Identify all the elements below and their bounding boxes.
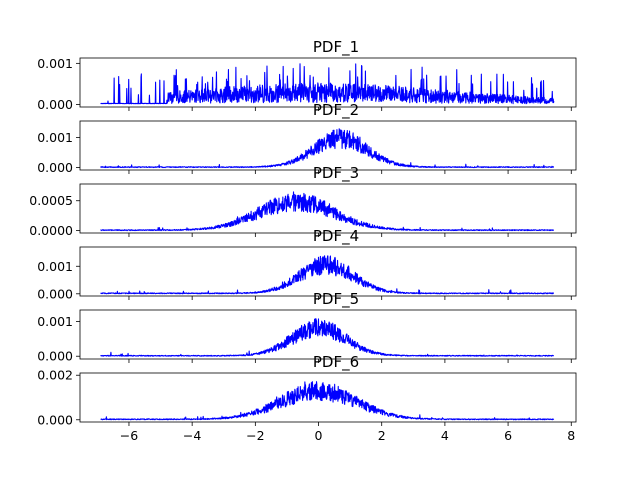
subplot-title: PDF_6 xyxy=(313,353,359,372)
xtick-label: 4 xyxy=(441,428,449,443)
ytick-label: 0.0000 xyxy=(29,223,73,238)
series-line-pdf-2 xyxy=(100,128,555,169)
xtick-label: −4 xyxy=(183,428,201,443)
subplot-title: PDF_3 xyxy=(313,164,359,183)
axes-frame xyxy=(79,246,577,297)
axes-frame xyxy=(79,120,577,171)
xtick-label: 6 xyxy=(504,428,512,443)
subplot-1: PDF_1 0.000 0.001 xyxy=(37,38,577,112)
ytick-label: 0.002 xyxy=(37,368,73,383)
axes-frame xyxy=(79,183,577,234)
subplot-5: PDF_5 0.000 0.001 xyxy=(37,290,577,364)
ytick-label: 0.000 xyxy=(37,349,73,364)
ytick-label: 0.0005 xyxy=(29,193,73,208)
xtick-label: 2 xyxy=(378,428,386,443)
ytick-label: 0.000 xyxy=(37,97,73,112)
ytick-label: 0.001 xyxy=(37,130,73,145)
series-line-pdf-5 xyxy=(100,318,555,357)
series-line-pdf-3 xyxy=(100,191,555,232)
axes-frame xyxy=(79,309,577,360)
subplot-2: PDF_2 0.000 0.001 xyxy=(37,101,577,175)
subplot-4: PDF_4 0.000 0.001 xyxy=(37,227,577,301)
ytick-label: 0.000 xyxy=(37,412,73,427)
xtick-label: −6 xyxy=(120,428,138,443)
ytick-label: 0.000 xyxy=(37,160,73,175)
ytick-label: 0.001 xyxy=(37,314,73,329)
xtick-label: 0 xyxy=(315,428,323,443)
series-line-pdf-1 xyxy=(100,63,555,105)
ytick-label: 0.001 xyxy=(37,259,73,274)
subplot-title: PDF_4 xyxy=(313,227,359,246)
ytick-label: 0.001 xyxy=(37,56,73,71)
subplot-title: PDF_1 xyxy=(313,38,359,57)
ytick-label: 0.000 xyxy=(37,286,73,301)
xtick-label: 8 xyxy=(567,428,575,443)
series-line-pdf-4 xyxy=(100,255,555,295)
xtick-label: −2 xyxy=(246,428,264,443)
subplot-3: PDF_3 0.0000 0.0005 xyxy=(29,164,577,238)
subplot-title: PDF_5 xyxy=(313,290,359,309)
axes-frame xyxy=(79,372,577,423)
series-line-pdf-6 xyxy=(100,381,555,421)
subplot-6: PDF_6 0.000 0.002 −6 −4 −2 0 2 4 6 8 xyxy=(37,353,577,443)
subplot-title: PDF_2 xyxy=(313,101,359,120)
subplot-stack: PDF_1 0.000 0.001 PDF_2 0.000 0.001 PDF_3 0.000… xyxy=(29,38,577,443)
axes-frame xyxy=(79,57,577,108)
